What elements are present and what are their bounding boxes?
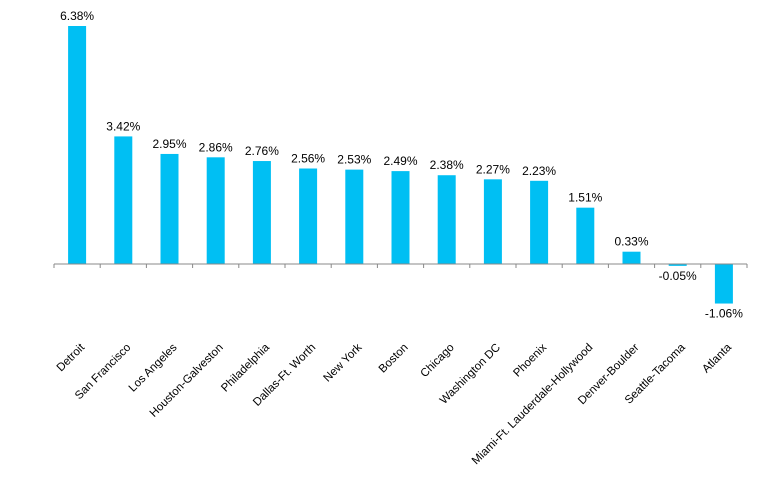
data-label-dallas-ft-worth: 2.56% — [291, 152, 325, 166]
bar-detroit — [68, 26, 87, 264]
data-label-miami-ft-lauderdale-hollywood: 1.51% — [568, 191, 602, 205]
bar-philadelphia — [252, 161, 271, 264]
tick-label-detroit: Detroit — [55, 341, 88, 374]
tick-label-boston: Boston — [377, 342, 411, 376]
data-label-new-york: 2.53% — [337, 153, 371, 167]
data-label-chicago: 2.38% — [430, 158, 464, 172]
bar-miami-ft-lauderdale-hollywood — [576, 207, 595, 264]
bar-denver-boulder — [622, 251, 641, 264]
data-labels-layer: 6.38% 3.42% 2.95% 2.86% 2.76% 2.56% 2.53% 2.49%… — [60, 9, 743, 321]
bar-boston — [391, 171, 410, 264]
data-label-washington-dc: 2.27% — [476, 162, 510, 176]
bar-san-francisco — [114, 136, 133, 264]
bar-atlanta — [714, 264, 733, 304]
bar-houston-galveston — [206, 157, 225, 264]
data-label-los-angeles: 2.95% — [152, 137, 186, 151]
bars-layer — [68, 26, 733, 304]
tick-label-atlanta: Atlanta — [700, 341, 734, 375]
bar-phoenix — [530, 180, 549, 264]
bar-washington-dc — [483, 179, 502, 264]
tick-label-chicago: Chicago — [418, 342, 456, 380]
tick-label-new-york: New York — [322, 341, 365, 384]
data-label-seattle-tacoma: -0.05% — [659, 269, 697, 283]
data-label-boston: 2.49% — [383, 154, 417, 168]
bar-new-york — [345, 169, 364, 264]
bar-seattle-tacoma — [668, 264, 687, 266]
tick-label-phoenix: Phoenix — [511, 341, 549, 379]
data-label-phoenix: 2.23% — [522, 164, 556, 178]
data-label-detroit: 6.38% — [60, 9, 94, 23]
bar-los-angeles — [160, 153, 179, 264]
bar-chicago — [437, 175, 456, 264]
data-label-houston-galveston: 2.86% — [199, 140, 233, 154]
data-label-philadelphia: 2.76% — [245, 144, 279, 158]
data-label-denver-boulder: 0.33% — [614, 235, 648, 249]
axis-layer — [53, 263, 748, 268]
data-label-atlanta: -1.06% — [705, 307, 743, 321]
bar-dallas-ft-worth — [299, 168, 318, 264]
data-label-san-francisco: 3.42% — [106, 119, 140, 133]
